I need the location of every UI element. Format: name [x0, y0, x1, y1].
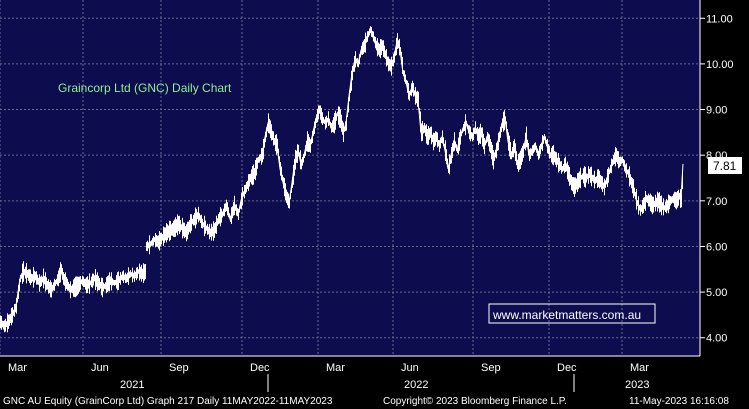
y-tick-label: 6.00	[706, 241, 727, 253]
x-month-label: Dec	[250, 362, 270, 374]
y-tick-label: 9.00	[706, 105, 727, 117]
chart-title: Graincorp Ltd (GNC) Daily Chart	[58, 81, 232, 95]
x-year-label: 2022	[404, 379, 428, 391]
x-month-label: Mar	[326, 362, 345, 374]
last-price-marker: 7.81	[708, 157, 742, 174]
x-month-label: Sep	[481, 362, 501, 374]
y-tick-label: 4.00	[706, 333, 727, 345]
x-axis-labels: Mar Jun Sep Dec Mar Jun Sep Dec Mar 2021 2022 2023	[0, 355, 700, 392]
footer-copyright: Copyright© 2023 Bloomberg Finance L.P.	[383, 396, 567, 407]
watermark-box[interactable]: www.marketmatters.com.au	[488, 303, 656, 324]
price-series-line	[0, 28, 684, 328]
x-month-label: Dec	[557, 362, 577, 374]
x-year-label: 2023	[625, 379, 649, 391]
x-month-label: Mar	[8, 362, 27, 374]
footer-security-info: GNC AU Equity (GrainCorp Ltd) Graph 217 …	[3, 396, 333, 407]
x-month-label: Jun	[91, 362, 109, 374]
last-price-label: 7.81	[713, 159, 737, 173]
y-tick-label: 10.00	[706, 59, 734, 71]
watermark-text[interactable]: www.marketmatters.com.au	[492, 308, 641, 322]
grid-lines	[0, 0, 700, 356]
x-month-label: Jun	[401, 362, 419, 374]
y-tick-label: 5.00	[706, 287, 727, 299]
footer-timestamp: 11-May-2023 16:16:08	[629, 396, 729, 407]
x-month-label: Mar	[630, 362, 649, 374]
x-year-label: 2021	[120, 379, 144, 391]
y-tick-label: 7.00	[706, 196, 727, 208]
y-tick-label: 11.00	[706, 13, 733, 25]
x-month-label: Sep	[169, 362, 189, 374]
